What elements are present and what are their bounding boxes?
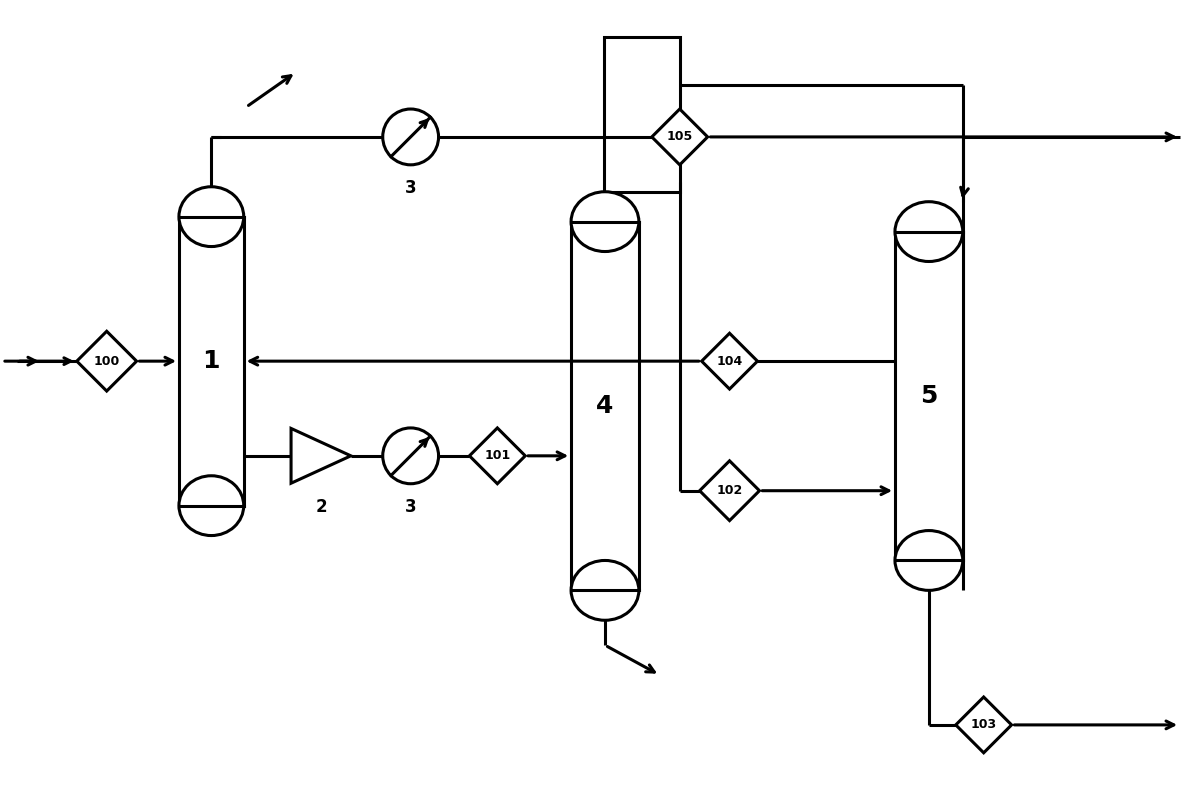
Circle shape xyxy=(383,428,438,483)
Ellipse shape xyxy=(571,191,639,251)
FancyBboxPatch shape xyxy=(571,221,639,590)
Polygon shape xyxy=(291,428,351,483)
Text: 5: 5 xyxy=(920,384,937,408)
Ellipse shape xyxy=(895,530,962,590)
Ellipse shape xyxy=(895,202,962,261)
Text: 104: 104 xyxy=(717,354,742,367)
Polygon shape xyxy=(652,109,707,165)
Text: 2: 2 xyxy=(315,498,327,516)
Ellipse shape xyxy=(571,560,639,620)
Circle shape xyxy=(383,109,438,165)
Text: 101: 101 xyxy=(485,449,510,462)
Bar xyxy=(604,37,680,191)
Ellipse shape xyxy=(178,476,244,535)
Text: 4: 4 xyxy=(596,394,614,418)
FancyBboxPatch shape xyxy=(178,217,244,505)
FancyBboxPatch shape xyxy=(895,232,962,560)
Text: 3: 3 xyxy=(405,498,417,516)
Polygon shape xyxy=(701,333,758,389)
Text: 100: 100 xyxy=(93,354,120,367)
Text: 3: 3 xyxy=(405,178,417,197)
Text: 105: 105 xyxy=(667,131,693,144)
Text: 1: 1 xyxy=(202,350,220,373)
Text: 102: 102 xyxy=(717,484,742,497)
Polygon shape xyxy=(469,428,525,483)
Ellipse shape xyxy=(178,187,244,247)
Text: 103: 103 xyxy=(971,719,997,732)
Polygon shape xyxy=(700,461,759,521)
Polygon shape xyxy=(77,331,136,391)
Polygon shape xyxy=(955,697,1011,753)
